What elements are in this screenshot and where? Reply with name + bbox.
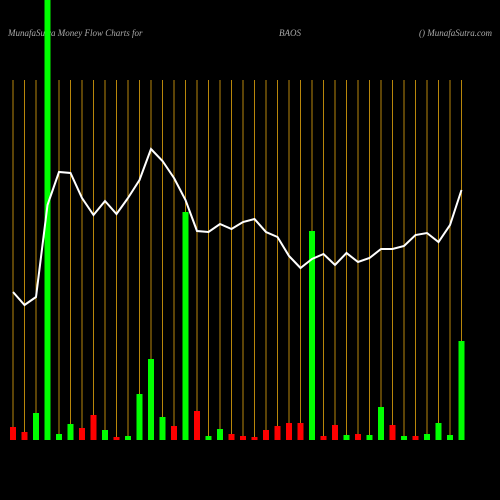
bar [424, 434, 430, 440]
bar [67, 424, 74, 440]
price-line [12, 147, 463, 307]
bar [171, 426, 177, 440]
bar [309, 231, 315, 440]
bar [378, 407, 384, 440]
bar [125, 436, 131, 440]
bar [343, 435, 350, 440]
bar [401, 436, 407, 440]
bar [205, 436, 212, 440]
bar [102, 430, 108, 440]
bar [44, 0, 51, 440]
bar [366, 435, 373, 440]
bar [194, 411, 200, 440]
bar [297, 423, 304, 440]
bar [21, 432, 28, 440]
bar [33, 413, 39, 440]
bar [10, 427, 16, 440]
bar [148, 359, 154, 440]
bar [159, 417, 166, 440]
bar [332, 425, 338, 440]
bar [240, 436, 246, 440]
bar [286, 423, 292, 440]
bar [228, 434, 235, 440]
bar [263, 430, 269, 440]
bar [251, 437, 258, 440]
bar [136, 394, 143, 440]
bar [355, 434, 361, 440]
symbol: BAOS [279, 28, 301, 38]
bar [182, 212, 189, 440]
bar [217, 429, 223, 440]
source: () MunafaSutra.com [419, 28, 492, 38]
bar [389, 425, 396, 440]
bar [79, 428, 85, 440]
chart-title: MunafaSutra Money Flow Charts for [7, 28, 143, 38]
bar [113, 437, 120, 440]
bar [56, 434, 62, 440]
bar [447, 435, 453, 440]
bar [320, 436, 327, 440]
bar [412, 436, 419, 440]
bar [274, 426, 281, 440]
bar [90, 415, 97, 440]
bar [435, 423, 442, 440]
bar [458, 341, 465, 440]
